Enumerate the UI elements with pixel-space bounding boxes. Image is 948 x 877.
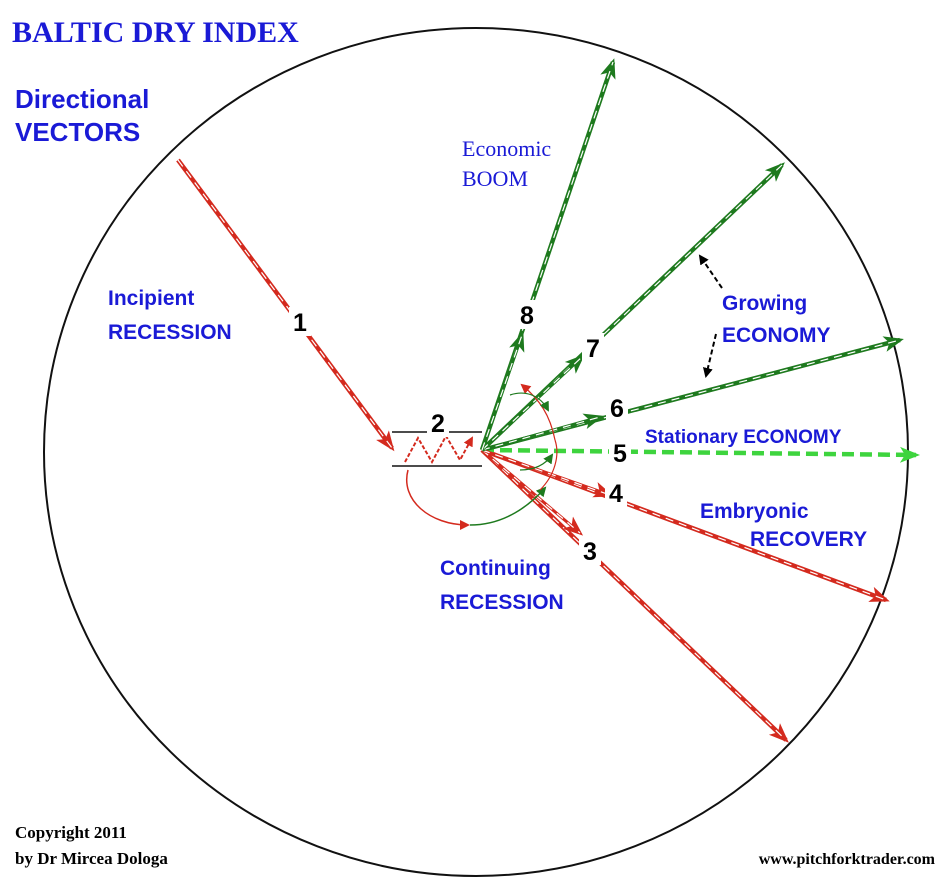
vector-dash [481,449,581,534]
phase-label: Growing [722,292,807,315]
number-backdrop [605,478,627,507]
vector-dash [481,416,601,451]
title: BALTIC DRY INDEX [12,16,299,49]
vector-number: 8 [520,302,534,330]
phase-label: RECOVERY [750,528,867,551]
phase-label: Economic [462,136,551,161]
vector-dash [481,449,787,741]
vector-number: 6 [610,395,624,423]
number-backdrop [516,300,538,329]
vector-dash [481,61,614,451]
number-backdrop [289,307,311,336]
vector-number: 7 [586,335,600,363]
vector-dash [177,159,393,449]
vector-number: 1 [293,309,307,337]
subtitle-line: Directional [15,84,149,114]
phase-label: Stationary ECONOMY [645,427,842,448]
website: www.pitchforktrader.com [759,851,936,868]
number-backdrop [609,438,631,467]
phase-label: Incipient [108,287,194,310]
vector-number: 2 [431,410,445,438]
phase-label: RECESSION [108,321,232,344]
copyright: Copyright 2011 [15,823,127,842]
vectors [176,58,920,743]
phase-label: Continuing [440,557,551,580]
vector-numbers: 1 2 3 4 5 6 7 8 [289,300,631,566]
phase-label: RECESSION [440,591,564,614]
number-backdrop [582,333,604,362]
vector-dash [481,449,611,496]
phase-label: ECONOMY [722,324,831,347]
number-backdrop [606,393,628,422]
phase-label: BOOM [462,166,528,191]
phase-label: Embryonic [700,500,809,523]
vector-dash [481,356,583,451]
number-backdrop [579,536,601,565]
vector-number: 4 [609,480,623,508]
subtitle-line: VECTORS [15,117,140,147]
vector-dash [481,334,523,451]
vector-number: 5 [613,440,627,468]
copyright: by Dr Mircea Dologa [15,849,168,868]
consolidation [392,254,723,530]
vector-arrow [481,446,920,463]
vector-number: 3 [583,538,597,566]
number-backdrop [427,408,449,437]
